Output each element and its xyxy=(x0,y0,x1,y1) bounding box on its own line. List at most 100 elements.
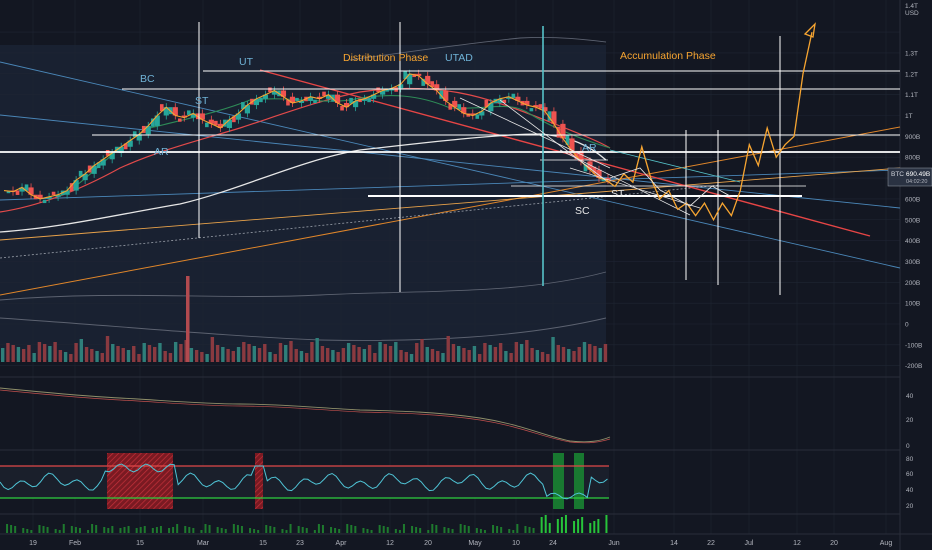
volume-bar xyxy=(404,352,408,362)
candle xyxy=(163,107,169,116)
volume-bar xyxy=(90,349,94,362)
histogram-bar xyxy=(305,528,308,533)
volume-bar xyxy=(69,354,73,362)
volume-bar xyxy=(346,343,351,362)
volume-bar xyxy=(226,349,230,362)
histogram-bar xyxy=(273,527,276,533)
volume-bar xyxy=(42,344,47,362)
candle xyxy=(82,173,88,181)
volume-bar xyxy=(588,344,592,362)
volume-bar xyxy=(299,351,304,362)
volume-bar xyxy=(210,337,215,362)
histogram-bar xyxy=(362,528,365,533)
candle xyxy=(145,125,151,135)
candle xyxy=(574,150,579,160)
price-tick: 1T xyxy=(905,113,913,120)
candle xyxy=(551,111,557,124)
histogram-bar xyxy=(508,529,511,533)
candle xyxy=(316,96,323,99)
volume-bar xyxy=(441,353,445,362)
volume-bar xyxy=(483,343,487,362)
candle xyxy=(587,161,593,170)
volume-bar xyxy=(100,353,104,362)
histogram-bar xyxy=(382,526,385,533)
volume-bar xyxy=(446,336,450,362)
price-tick: 1.1T xyxy=(905,92,918,99)
date-tick: 15 xyxy=(136,540,144,547)
histogram-bar xyxy=(6,524,9,533)
candle xyxy=(91,165,97,174)
volume-bar xyxy=(477,354,482,362)
histogram-bar xyxy=(560,517,563,533)
histogram-bar xyxy=(532,528,535,533)
volume-bar xyxy=(116,346,120,362)
histogram-bar xyxy=(467,526,470,533)
histogram-bar xyxy=(30,530,33,533)
histogram-bar xyxy=(451,529,454,533)
price-tick: 600B xyxy=(905,196,920,203)
label-ar-right: AR xyxy=(582,142,597,154)
date-tick: 15 xyxy=(259,540,267,547)
volume-bar xyxy=(409,354,414,362)
candle xyxy=(425,75,431,85)
volume-bar xyxy=(79,339,84,362)
volume-bar xyxy=(388,346,393,362)
candle xyxy=(334,94,341,103)
candle xyxy=(259,97,263,103)
candle xyxy=(398,84,404,89)
volume-bar xyxy=(525,340,529,362)
volume-bar xyxy=(147,345,152,362)
histogram-bar xyxy=(62,524,65,533)
candle xyxy=(497,98,503,103)
volume-bar xyxy=(32,353,36,362)
price-tick: 0 xyxy=(905,322,909,329)
label-bc: BC xyxy=(140,73,155,85)
candle xyxy=(443,90,449,101)
volume-bar xyxy=(582,342,587,362)
histogram-bar xyxy=(10,525,13,533)
histogram-bar xyxy=(78,528,81,533)
label-accumulation: Accumulation Phase xyxy=(620,50,716,62)
histogram-bar xyxy=(297,526,300,533)
date-tick: Jul xyxy=(745,540,754,547)
candle xyxy=(371,94,377,99)
volume-bar xyxy=(462,348,466,362)
volume-bar xyxy=(561,347,566,362)
price-tick: 200B xyxy=(905,280,920,287)
volume-bar xyxy=(556,345,560,362)
volume-bar xyxy=(320,346,325,362)
price-tick: 300B xyxy=(905,259,920,266)
date-tick: 10 xyxy=(512,540,520,547)
volume-bar xyxy=(603,344,608,362)
volume-bar xyxy=(221,347,225,362)
volume-bar xyxy=(137,354,141,362)
date-tick: 20 xyxy=(424,540,432,547)
volume-bar xyxy=(168,353,173,362)
histogram-bar xyxy=(317,524,320,533)
volume-bar xyxy=(48,346,52,362)
histogram-bar xyxy=(159,526,162,533)
histogram-bar xyxy=(87,530,90,533)
histogram-bar xyxy=(564,515,567,533)
white-projection xyxy=(609,167,731,207)
candle xyxy=(19,187,25,192)
candle xyxy=(592,166,597,174)
volume-bar xyxy=(352,345,356,362)
volume-bar xyxy=(430,349,435,362)
candle xyxy=(159,104,164,112)
histogram-bar xyxy=(220,528,223,533)
projection-arrow xyxy=(803,22,816,38)
histogram-bar xyxy=(366,529,369,533)
candle xyxy=(118,146,124,154)
volume-bar xyxy=(530,348,534,362)
volume-bar xyxy=(341,348,346,362)
date-tick: 22 xyxy=(707,540,715,547)
candle xyxy=(556,126,561,138)
label-sc: SC xyxy=(575,205,590,217)
candle xyxy=(529,108,534,112)
volume-bar xyxy=(121,348,125,362)
volume-bar xyxy=(504,351,508,362)
volume-bar xyxy=(294,349,298,362)
price-tick: 400B xyxy=(905,238,920,245)
